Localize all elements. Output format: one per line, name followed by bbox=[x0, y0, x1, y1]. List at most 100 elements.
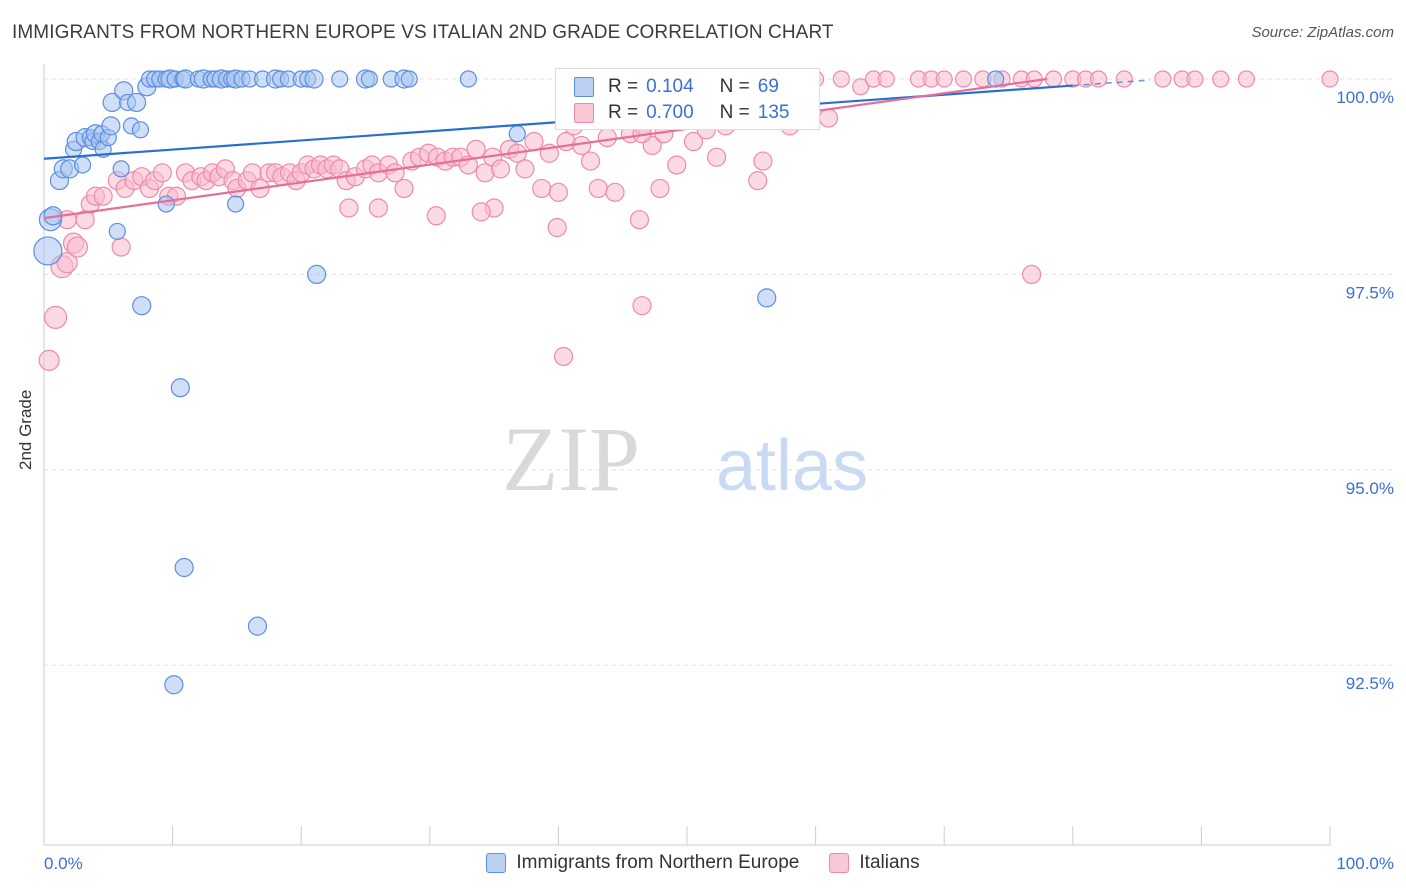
italians-point bbox=[706, 147, 727, 167]
italians-point bbox=[466, 139, 486, 159]
italians-point bbox=[832, 70, 850, 88]
northern-europe-point bbox=[108, 222, 126, 241]
italians-point bbox=[650, 178, 670, 199]
italians-point bbox=[394, 178, 414, 199]
italians-point bbox=[877, 70, 895, 88]
r-label: R = bbox=[608, 102, 639, 123]
legend-swatch-pink bbox=[829, 853, 850, 873]
legend-label: Immigrants from Northern Europe bbox=[516, 852, 800, 873]
italians-point bbox=[597, 128, 617, 148]
italians-point bbox=[93, 186, 113, 206]
northern-europe-point bbox=[131, 121, 150, 139]
watermark-zip: ZIP bbox=[502, 408, 640, 510]
italians-point bbox=[629, 210, 650, 230]
italians-point bbox=[605, 182, 625, 202]
blue-swatch bbox=[574, 77, 594, 97]
italians-point bbox=[547, 217, 567, 238]
italians-point bbox=[818, 108, 839, 128]
italians-point bbox=[152, 163, 172, 183]
northern-europe-point bbox=[170, 378, 190, 398]
northern-europe-point bbox=[73, 156, 92, 174]
legend-swatch-blue bbox=[486, 853, 507, 873]
watermark-atlas: atlas bbox=[716, 426, 868, 506]
italians-point bbox=[56, 252, 78, 274]
italians-point bbox=[339, 198, 359, 218]
italians-point bbox=[1022, 264, 1042, 285]
italians-point bbox=[43, 305, 68, 329]
northern-europe-point bbox=[307, 264, 327, 285]
northern-europe-point bbox=[304, 69, 324, 89]
northern-europe-trend-extension bbox=[1072, 79, 1151, 87]
stats-row-italians: R = 0.700 N = 135 bbox=[574, 99, 789, 127]
italians-point bbox=[1089, 70, 1108, 88]
northern-europe-point bbox=[331, 70, 349, 88]
r-value: 0.104 bbox=[646, 76, 694, 97]
italians-point bbox=[1115, 70, 1133, 88]
italians-point bbox=[753, 151, 773, 171]
legend-item-northern-europe[interactable]: Immigrants from Northern Europe bbox=[486, 852, 799, 874]
italians-point bbox=[66, 236, 89, 258]
x-tick-label: 0.0% bbox=[44, 854, 83, 873]
italians-point bbox=[1212, 70, 1230, 88]
northern-europe-point bbox=[247, 616, 268, 636]
x-tick-label: 100.0% bbox=[1336, 854, 1394, 873]
italians-point bbox=[1044, 70, 1063, 88]
northern-europe-point bbox=[459, 70, 477, 88]
n-value: 69 bbox=[757, 76, 779, 97]
italians-point bbox=[515, 159, 535, 179]
northern-europe-point bbox=[164, 675, 184, 695]
pink-swatch bbox=[574, 103, 594, 123]
y-tick-label: 97.5% bbox=[1346, 283, 1394, 302]
northern-europe-point bbox=[508, 125, 526, 143]
northern-europe-point bbox=[112, 160, 130, 178]
legend: Immigrants from Northern Europe Italians bbox=[0, 852, 1406, 874]
y-axis-label: 2nd Grade bbox=[16, 389, 35, 470]
y-tick-label: 95.0% bbox=[1346, 479, 1394, 498]
northern-europe-point bbox=[132, 296, 152, 316]
italians-point bbox=[588, 178, 608, 199]
northern-europe-point bbox=[227, 195, 245, 213]
r-label: R = bbox=[608, 76, 639, 97]
italians-point bbox=[111, 237, 131, 257]
italians-point bbox=[490, 159, 511, 179]
chart-title: IMMIGRANTS FROM NORTHERN EUROPE VS ITALI… bbox=[12, 22, 834, 43]
italians-point bbox=[580, 151, 601, 171]
watermark: ZIP atlas bbox=[502, 408, 868, 510]
italians-point bbox=[667, 155, 687, 175]
n-label: N = bbox=[719, 102, 750, 123]
italians-point bbox=[368, 198, 388, 218]
northern-europe-point bbox=[33, 236, 63, 266]
northern-europe-point bbox=[157, 195, 175, 213]
n-label: N = bbox=[719, 76, 750, 97]
italians-point bbox=[548, 182, 569, 202]
italians-point bbox=[532, 178, 552, 199]
y-tick-label: 100.0% bbox=[1336, 88, 1394, 107]
italians-point bbox=[426, 206, 446, 226]
source-credit: Source: ZipAtlas.com bbox=[1251, 24, 1394, 41]
italians-trend-line bbox=[43, 77, 1048, 220]
northern-europe-point bbox=[174, 557, 194, 578]
legend-label: Italians bbox=[859, 852, 920, 873]
n-value: 135 bbox=[757, 102, 790, 123]
italians-point bbox=[1321, 70, 1339, 88]
axes bbox=[43, 64, 1331, 846]
italians-point bbox=[632, 296, 652, 316]
northern-europe-point bbox=[101, 116, 121, 136]
italians-point bbox=[683, 131, 704, 152]
italians-point bbox=[935, 70, 953, 88]
r-value: 0.700 bbox=[646, 102, 694, 123]
italians-point bbox=[471, 202, 491, 222]
stats-row-northern-europe: R = 0.104 N = 69 bbox=[574, 73, 779, 101]
italians-point bbox=[1237, 70, 1256, 88]
italians-point bbox=[385, 163, 405, 183]
italians-point bbox=[748, 171, 768, 191]
stats-box: R = 0.104 N = 69 R = 0.700 N = 135 bbox=[555, 68, 820, 130]
northern-europe-point bbox=[757, 288, 777, 308]
northern-europe-point bbox=[360, 70, 378, 88]
italians-point bbox=[1154, 70, 1172, 88]
tick-labels: 100.0% 97.5% 95.0% 92.5% 0.0% 100.0% bbox=[44, 88, 1394, 873]
legend-item-italians[interactable]: Italians bbox=[829, 852, 920, 874]
italians-point bbox=[553, 346, 574, 367]
northern-europe-point bbox=[400, 70, 418, 88]
